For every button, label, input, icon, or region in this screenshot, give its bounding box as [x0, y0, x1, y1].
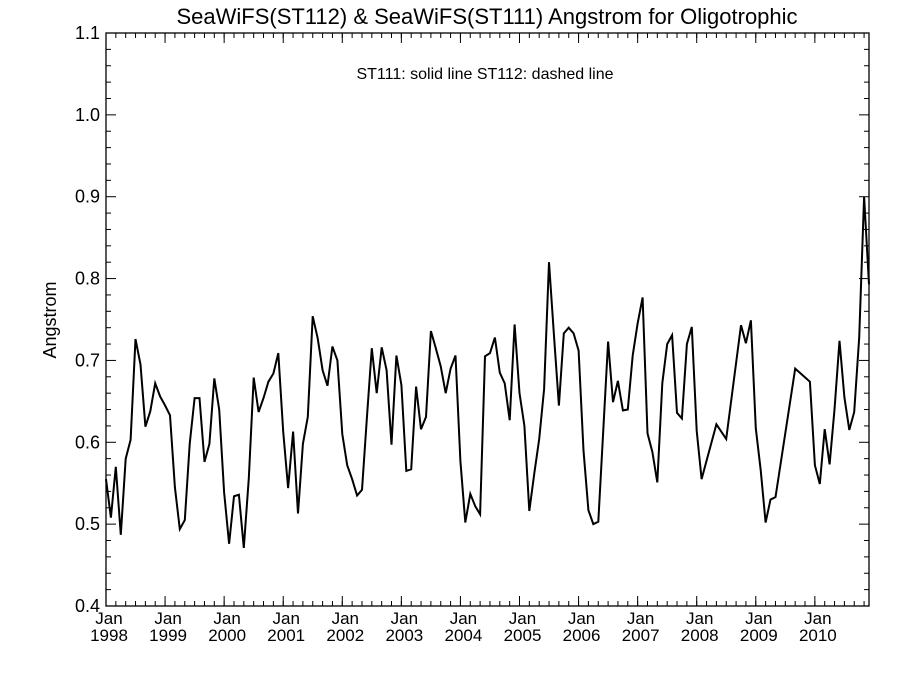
x-tick-label-month: Jan	[745, 609, 772, 628]
x-tick-label-year: 2008	[681, 626, 719, 645]
x-tick-label-month: Jan	[273, 609, 300, 628]
x-tick-label-month: Jan	[332, 609, 359, 628]
x-tick-label-year: 2003	[385, 626, 423, 645]
series-line-solid	[105, 196, 870, 548]
x-tick-label-month: Jan	[686, 609, 713, 628]
x-tick-label-month: Jan	[213, 609, 240, 628]
x-tick-label-month: Jan	[568, 609, 595, 628]
x-tick-label-year: 2000	[208, 626, 246, 645]
series-layer	[105, 196, 870, 548]
x-tick-label-year: 2005	[504, 626, 542, 645]
y-axis-label: Angstrom	[40, 281, 60, 358]
x-tick-label-month: Jan	[95, 609, 122, 628]
x-tick-label-year: 2001	[267, 626, 305, 645]
y-tick-label: 0.6	[75, 432, 100, 452]
y-tick-label: 1.0	[75, 105, 100, 125]
x-tick-label-year: 2007	[622, 626, 660, 645]
x-tick-label-month: Jan	[804, 609, 831, 628]
y-tick-label: 1.1	[75, 23, 100, 43]
x-tick-label-year: 2004	[445, 626, 483, 645]
axis-ticks: 0.40.50.60.70.80.91.01.1Jan1998Jan1999Ja…	[75, 23, 869, 645]
x-tick-label-month: Jan	[509, 609, 536, 628]
y-tick-label: 0.4	[75, 596, 100, 616]
x-tick-label-month: Jan	[391, 609, 418, 628]
x-tick-label-year: 2009	[740, 626, 778, 645]
x-tick-label-year: 2002	[326, 626, 364, 645]
chart-title: SeaWiFS(ST112) & SeaWiFS(ST111) Angstrom…	[176, 4, 797, 29]
x-tick-label-month: Jan	[627, 609, 654, 628]
x-tick-label-year: 1999	[149, 626, 187, 645]
plot-frame	[105, 32, 870, 607]
y-tick-label: 0.5	[75, 514, 100, 534]
x-tick-label-month: Jan	[154, 609, 181, 628]
x-tick-label-year: 1998	[90, 626, 128, 645]
x-tick-label-year: 2010	[799, 626, 837, 645]
x-tick-label-year: 2006	[563, 626, 601, 645]
series-style-annotation: ST111: solid line ST112: dashed line	[356, 66, 613, 83]
x-tick-label-month: Jan	[450, 609, 477, 628]
y-tick-label: 0.7	[75, 350, 100, 370]
y-tick-label: 0.8	[75, 269, 100, 289]
y-tick-label: 0.9	[75, 187, 100, 207]
